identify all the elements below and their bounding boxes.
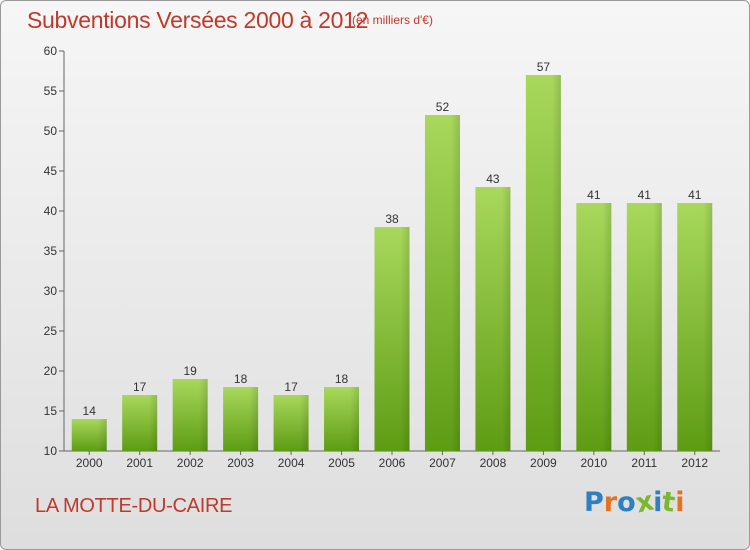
bar-shade [223,387,259,451]
proxiti-logo[interactable]: Proxiti [584,486,685,520]
data-label: 41 [688,188,702,202]
bar-shade [677,203,713,451]
bar-shade [273,395,309,451]
x-tick-label: 2008 [480,456,507,470]
data-label: 17 [284,380,298,394]
x-tick-label: 2010 [580,456,607,470]
bar-shade [525,75,561,451]
data-label: 17 [133,380,147,394]
y-tick-label: 55 [44,84,58,98]
y-tick-label: 30 [44,284,58,298]
y-tick-label: 40 [44,204,58,218]
bar-shade [576,203,612,451]
data-label: 41 [638,188,652,202]
x-tick-label: 2000 [76,456,103,470]
bar-shade [324,387,360,451]
x-tick-label: 2006 [379,456,406,470]
x-tick-label: 2012 [681,456,708,470]
data-label: 41 [587,188,601,202]
logo-letter: r [603,487,618,518]
data-label: 18 [234,372,248,386]
y-tick-label: 15 [44,404,58,418]
bar-shade [122,395,158,451]
y-tick-label: 60 [44,44,58,58]
x-tick-label: 2011 [631,456,657,470]
data-label: 14 [83,404,97,418]
chart-unit: (en milliers d'€) [352,13,433,27]
y-tick-label: 35 [44,244,58,258]
commune-name: LA MOTTE-DU-CAIRE [35,495,233,517]
data-label: 43 [486,172,500,186]
bars [71,75,713,451]
data-labels: 14 17 19 18 17 18 38 52 43 57 41 41 41 [83,60,702,418]
bar-shade [172,379,208,451]
bar-shade [71,419,107,451]
logo-letter: i [653,487,663,518]
x-tick-label: 2003 [227,456,254,470]
x-tick-label: 2005 [328,456,355,470]
data-label: 19 [183,364,197,378]
y-tick-label: 25 [44,324,58,338]
logo-letter: i [675,487,685,518]
y-tick-label: 50 [44,124,58,138]
bar-shade [424,115,460,451]
logo-letter: o [617,487,636,518]
x-tick-label: 2002 [177,456,204,470]
axes: 10 15 20 25 30 35 40 45 50 55 60 2000 2001 2002 2003 20… [44,44,720,470]
x-tick-label: 2001 [126,456,153,470]
data-label: 52 [436,100,450,114]
x-tick-label: 2009 [530,456,557,470]
bar-shade [475,187,511,451]
x-tick-label: 2004 [278,456,305,470]
bar-shade [374,227,410,451]
logo-letter: P [584,487,604,518]
chart-title: Subventions Versées 2000 à 2012 [27,7,369,33]
data-label: 38 [385,212,399,226]
data-label: 57 [537,60,551,74]
bar-shade [626,203,662,451]
data-label: 18 [335,372,349,386]
y-tick-label: 20 [44,364,58,378]
y-tick-label: 10 [44,444,58,458]
x-tick-label: 2007 [429,456,456,470]
y-tick-label: 45 [44,164,58,178]
